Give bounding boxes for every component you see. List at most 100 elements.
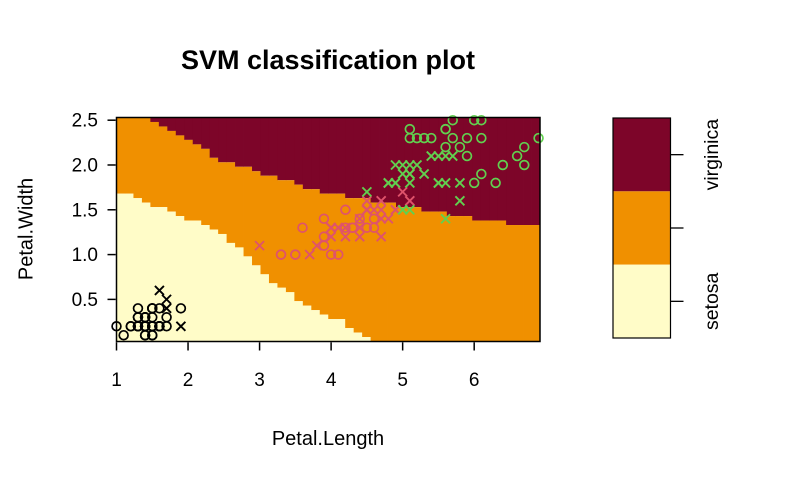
region-versicolor xyxy=(116,117,126,194)
region-virginica xyxy=(328,117,338,194)
region-setosa xyxy=(218,233,228,342)
region-virginica xyxy=(438,117,448,212)
point-virginica-o xyxy=(497,159,509,171)
region-setosa xyxy=(192,220,202,342)
point-versicolor-x xyxy=(361,195,373,206)
region-virginica xyxy=(201,117,211,149)
x-axis: 1 2 3 4 5 6 xyxy=(111,342,479,391)
region-setosa xyxy=(167,211,177,342)
point-versicolor-x xyxy=(354,231,365,242)
point-virginica-o xyxy=(447,132,458,144)
x-tick-label: 4 xyxy=(326,370,337,391)
region-virginica xyxy=(184,117,194,140)
region-versicolor xyxy=(328,193,338,320)
point-versicolor-o xyxy=(354,213,365,224)
region-virginica xyxy=(260,117,270,176)
data-points xyxy=(111,114,544,341)
point-virginica-x xyxy=(440,150,451,162)
region-versicolor xyxy=(277,180,287,288)
region-versicolor xyxy=(379,202,388,342)
point-setosa-o xyxy=(118,329,129,341)
region-versicolor xyxy=(302,189,312,306)
x-tick-label: 1 xyxy=(111,370,122,391)
region-virginica xyxy=(463,117,473,217)
region-virginica xyxy=(480,117,490,221)
legend-border xyxy=(612,117,672,339)
region-versicolor xyxy=(514,225,524,342)
point-virginica-x xyxy=(411,159,423,171)
region-versicolor xyxy=(362,198,371,338)
region-setosa xyxy=(158,207,168,342)
point-virginica-o xyxy=(447,114,458,126)
region-virginica xyxy=(294,117,304,185)
region-versicolor xyxy=(446,216,456,342)
point-virginica-o xyxy=(468,177,480,189)
region-setosa xyxy=(243,256,253,342)
region-versicolor xyxy=(124,117,134,194)
point-versicolor-x xyxy=(333,222,344,233)
y-axis: 0.5 1.0 1.5 2.0 2.5 xyxy=(72,111,116,311)
point-versicolor-o xyxy=(361,222,373,233)
region-setosa xyxy=(268,283,278,342)
region-virginica xyxy=(158,117,168,127)
point-setosa-o xyxy=(139,321,151,332)
point-versicolor-o xyxy=(368,213,380,224)
point-versicolor-x xyxy=(340,231,351,242)
region-versicolor xyxy=(133,117,143,199)
point-virginica-x xyxy=(440,213,451,224)
region-setosa xyxy=(201,225,211,342)
region-virginica xyxy=(387,117,397,203)
region-virginica xyxy=(446,117,456,217)
point-virginica-o xyxy=(461,150,473,162)
region-virginica xyxy=(404,117,414,208)
x-tick-label: 6 xyxy=(469,370,480,391)
region-versicolor xyxy=(158,126,168,208)
region-virginica xyxy=(336,117,346,194)
plot-border xyxy=(115,116,541,343)
point-virginica-o xyxy=(476,114,487,126)
x-tick-label: 2 xyxy=(183,370,194,391)
region-versicolor xyxy=(480,220,490,342)
region-versicolor xyxy=(345,198,355,329)
region-versicolor xyxy=(353,198,363,333)
legend-block xyxy=(613,264,671,338)
region-virginica xyxy=(218,117,228,163)
point-virginica-x xyxy=(397,168,408,180)
point-virginica-o xyxy=(476,132,487,144)
point-virginica-x xyxy=(433,177,444,189)
region-setosa xyxy=(133,198,143,342)
region-virginica xyxy=(345,117,355,199)
region-virginica xyxy=(319,117,329,194)
region-setosa xyxy=(150,207,160,342)
region-versicolor xyxy=(294,184,304,302)
region-versicolor xyxy=(226,162,236,243)
region-versicolor xyxy=(412,207,422,342)
region-setosa xyxy=(141,202,151,342)
region-virginica xyxy=(192,117,202,145)
point-versicolor-x xyxy=(376,195,387,206)
region-versicolor xyxy=(141,117,151,203)
region-virginica xyxy=(472,117,482,221)
region-versicolor xyxy=(404,207,414,342)
point-virginica-x xyxy=(426,150,437,162)
region-versicolor xyxy=(396,207,405,342)
region-versicolor xyxy=(218,162,228,234)
y-tick-label: 1.5 xyxy=(72,200,98,221)
region-versicolor xyxy=(201,148,211,226)
region-virginica xyxy=(150,117,160,122)
region-virginica xyxy=(226,117,236,163)
region-virginica xyxy=(277,117,287,181)
region-virginica xyxy=(302,117,312,190)
point-versicolor-x xyxy=(325,231,337,242)
region-virginica xyxy=(209,117,219,158)
point-virginica-o xyxy=(426,132,437,144)
region-virginica xyxy=(531,117,541,226)
point-versicolor-x xyxy=(304,249,315,260)
region-setosa xyxy=(116,193,126,342)
region-versicolor xyxy=(175,135,185,217)
region-versicolor xyxy=(319,193,329,315)
y-tick-label: 1.0 xyxy=(72,245,98,266)
point-setosa-o xyxy=(154,303,165,314)
point-virginica-o xyxy=(411,132,423,144)
